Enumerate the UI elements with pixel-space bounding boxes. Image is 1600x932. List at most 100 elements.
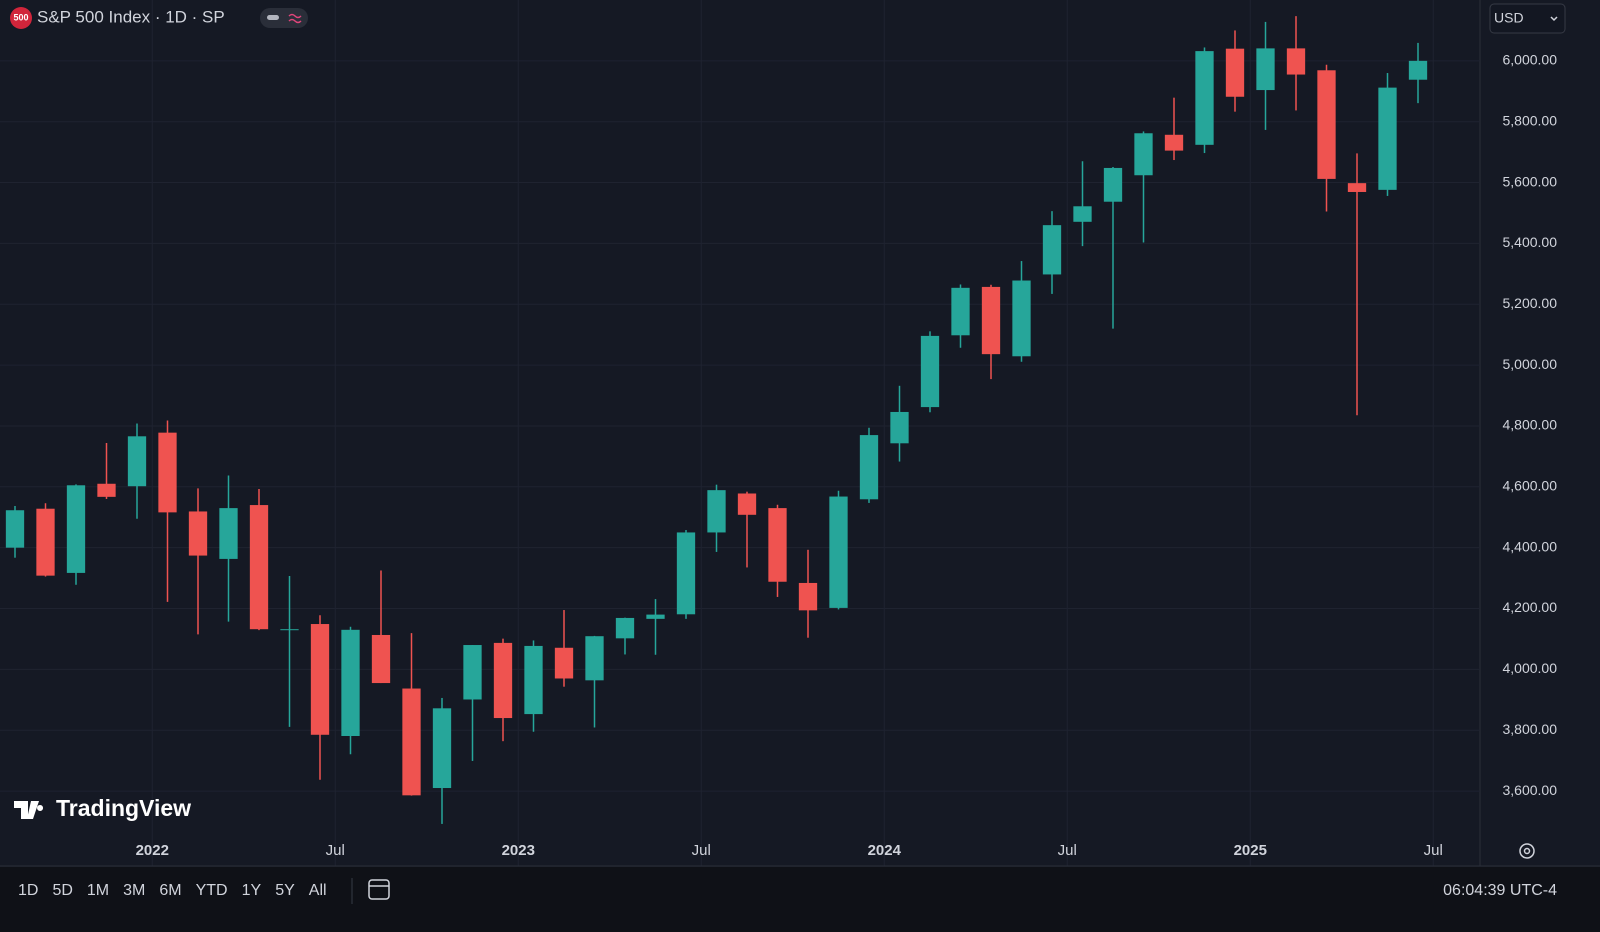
grid: 3,600.00 3,800.00 4,000.00 4,200.00 4,400.00… — [0, 0, 1557, 866]
candle-body — [798, 582, 818, 611]
y-tick-label: 5,200.00 — [1503, 295, 1558, 311]
x-tick-label: Jul — [1058, 842, 1077, 859]
y-tick-label: 5,600.00 — [1503, 173, 1558, 189]
y-tick-label: 4,400.00 — [1503, 538, 1558, 554]
range-button[interactable]: 1Y — [242, 882, 262, 899]
candle-body — [219, 508, 238, 559]
candle-body — [676, 532, 696, 615]
candle-body — [1195, 51, 1214, 145]
calendar-icon — [368, 879, 390, 900]
candle-body — [402, 688, 421, 796]
range-button[interactable]: YTD — [196, 882, 228, 899]
status-icon — [288, 13, 302, 24]
y-tick-label: 3,600.00 — [1503, 782, 1558, 798]
candle-body — [646, 614, 665, 619]
chart-title: S&P 500 Index · 1D · SP — [37, 7, 225, 26]
candle-body — [890, 411, 909, 444]
candle-body — [737, 493, 757, 515]
y-tick-label: 4,600.00 — [1503, 478, 1558, 494]
y-tick-label: 3,800.00 — [1503, 721, 1558, 737]
clock: 06:04:39 UTC-4 — [1443, 882, 1557, 899]
range-button[interactable]: All — [309, 882, 327, 899]
range-button[interactable]: 1D — [18, 882, 38, 899]
candle-body — [249, 505, 269, 630]
range-button[interactable]: 5Y — [275, 882, 295, 899]
status-pill[interactable] — [260, 8, 308, 28]
watermark: TradingView — [56, 795, 191, 821]
candle-body — [554, 647, 574, 679]
dropdown-arrow — [1550, 16, 1558, 22]
candle-body — [127, 436, 147, 487]
candle-body — [341, 629, 360, 736]
candle-body — [463, 645, 482, 700]
candle-body — [1408, 60, 1428, 80]
status-icon — [267, 15, 279, 20]
x-tick-label: Jul — [1424, 842, 1443, 859]
y-tick-label: 4,200.00 — [1503, 599, 1558, 615]
candle-body — [920, 335, 940, 408]
candle-body — [158, 432, 177, 513]
candle-body — [1225, 48, 1245, 97]
candle-body — [524, 645, 543, 715]
candle-body — [310, 624, 330, 735]
candle-body — [1347, 183, 1367, 192]
candle-body — [1164, 134, 1184, 151]
x-tick-label: 2022 — [136, 842, 169, 859]
y-tick-label: 4,000.00 — [1503, 660, 1558, 676]
range-buttons: 1D 5D 1M 3M 6M YTD 1Y 5Y All — [18, 882, 327, 899]
x-tick-label: 2025 — [1234, 842, 1267, 859]
x-tick-label: 2023 — [502, 842, 535, 859]
candles — [5, 16, 1428, 824]
y-tick-label: 5,000.00 — [1503, 356, 1558, 372]
candle-body — [1317, 70, 1336, 179]
candle-body — [1012, 280, 1031, 357]
x-tick-label: 2024 — [868, 842, 902, 859]
candle-body — [36, 508, 55, 576]
toolbar — [0, 867, 1600, 932]
candle-body — [585, 636, 604, 681]
y-tick-label: 4,800.00 — [1503, 417, 1558, 433]
currency: USD — [1494, 10, 1524, 26]
candle-body — [493, 642, 513, 719]
candle-body — [1286, 48, 1306, 75]
candle-body — [1073, 206, 1092, 222]
candle-body — [1134, 133, 1153, 176]
candle-body — [859, 435, 879, 500]
candle-body — [280, 629, 299, 631]
candle-body — [188, 511, 208, 556]
candle-body — [432, 708, 452, 789]
candle-body — [615, 617, 635, 639]
candle-body — [951, 287, 970, 336]
candle-body — [829, 496, 848, 608]
candle-body — [768, 508, 787, 582]
candle-body — [97, 483, 116, 497]
candle-body — [1378, 87, 1397, 190]
candle-body — [66, 485, 86, 573]
settings-core — [1523, 847, 1531, 855]
symbol-logo — [10, 7, 32, 29]
logo-text: 500 — [13, 12, 28, 22]
settings-ring — [1519, 843, 1535, 859]
currency-button[interactable] — [1489, 3, 1566, 34]
range-button[interactable]: 1M — [87, 882, 109, 899]
candle-body — [5, 510, 25, 548]
range-button[interactable]: 6M — [159, 882, 181, 899]
candle-body — [1103, 167, 1123, 202]
y-tick-label: 6,000.00 — [1503, 52, 1558, 68]
candle-body — [707, 490, 726, 533]
candle-body — [1256, 48, 1275, 91]
watermark-logo — [14, 801, 44, 819]
candle-body — [981, 286, 1001, 355]
x-tick-label: Jul — [692, 842, 711, 859]
range-button[interactable]: 3M — [123, 882, 145, 899]
settings-icon[interactable] — [1519, 843, 1535, 859]
range-button[interactable]: 5D — [52, 882, 72, 899]
y-tick-label: 5,400.00 — [1503, 234, 1558, 250]
candle-body — [1042, 225, 1062, 275]
candle-body — [371, 634, 391, 684]
y-tick-label: 5,800.00 — [1503, 112, 1558, 128]
goto-date-icon[interactable] — [368, 879, 390, 900]
x-tick-label: Jul — [326, 842, 345, 859]
